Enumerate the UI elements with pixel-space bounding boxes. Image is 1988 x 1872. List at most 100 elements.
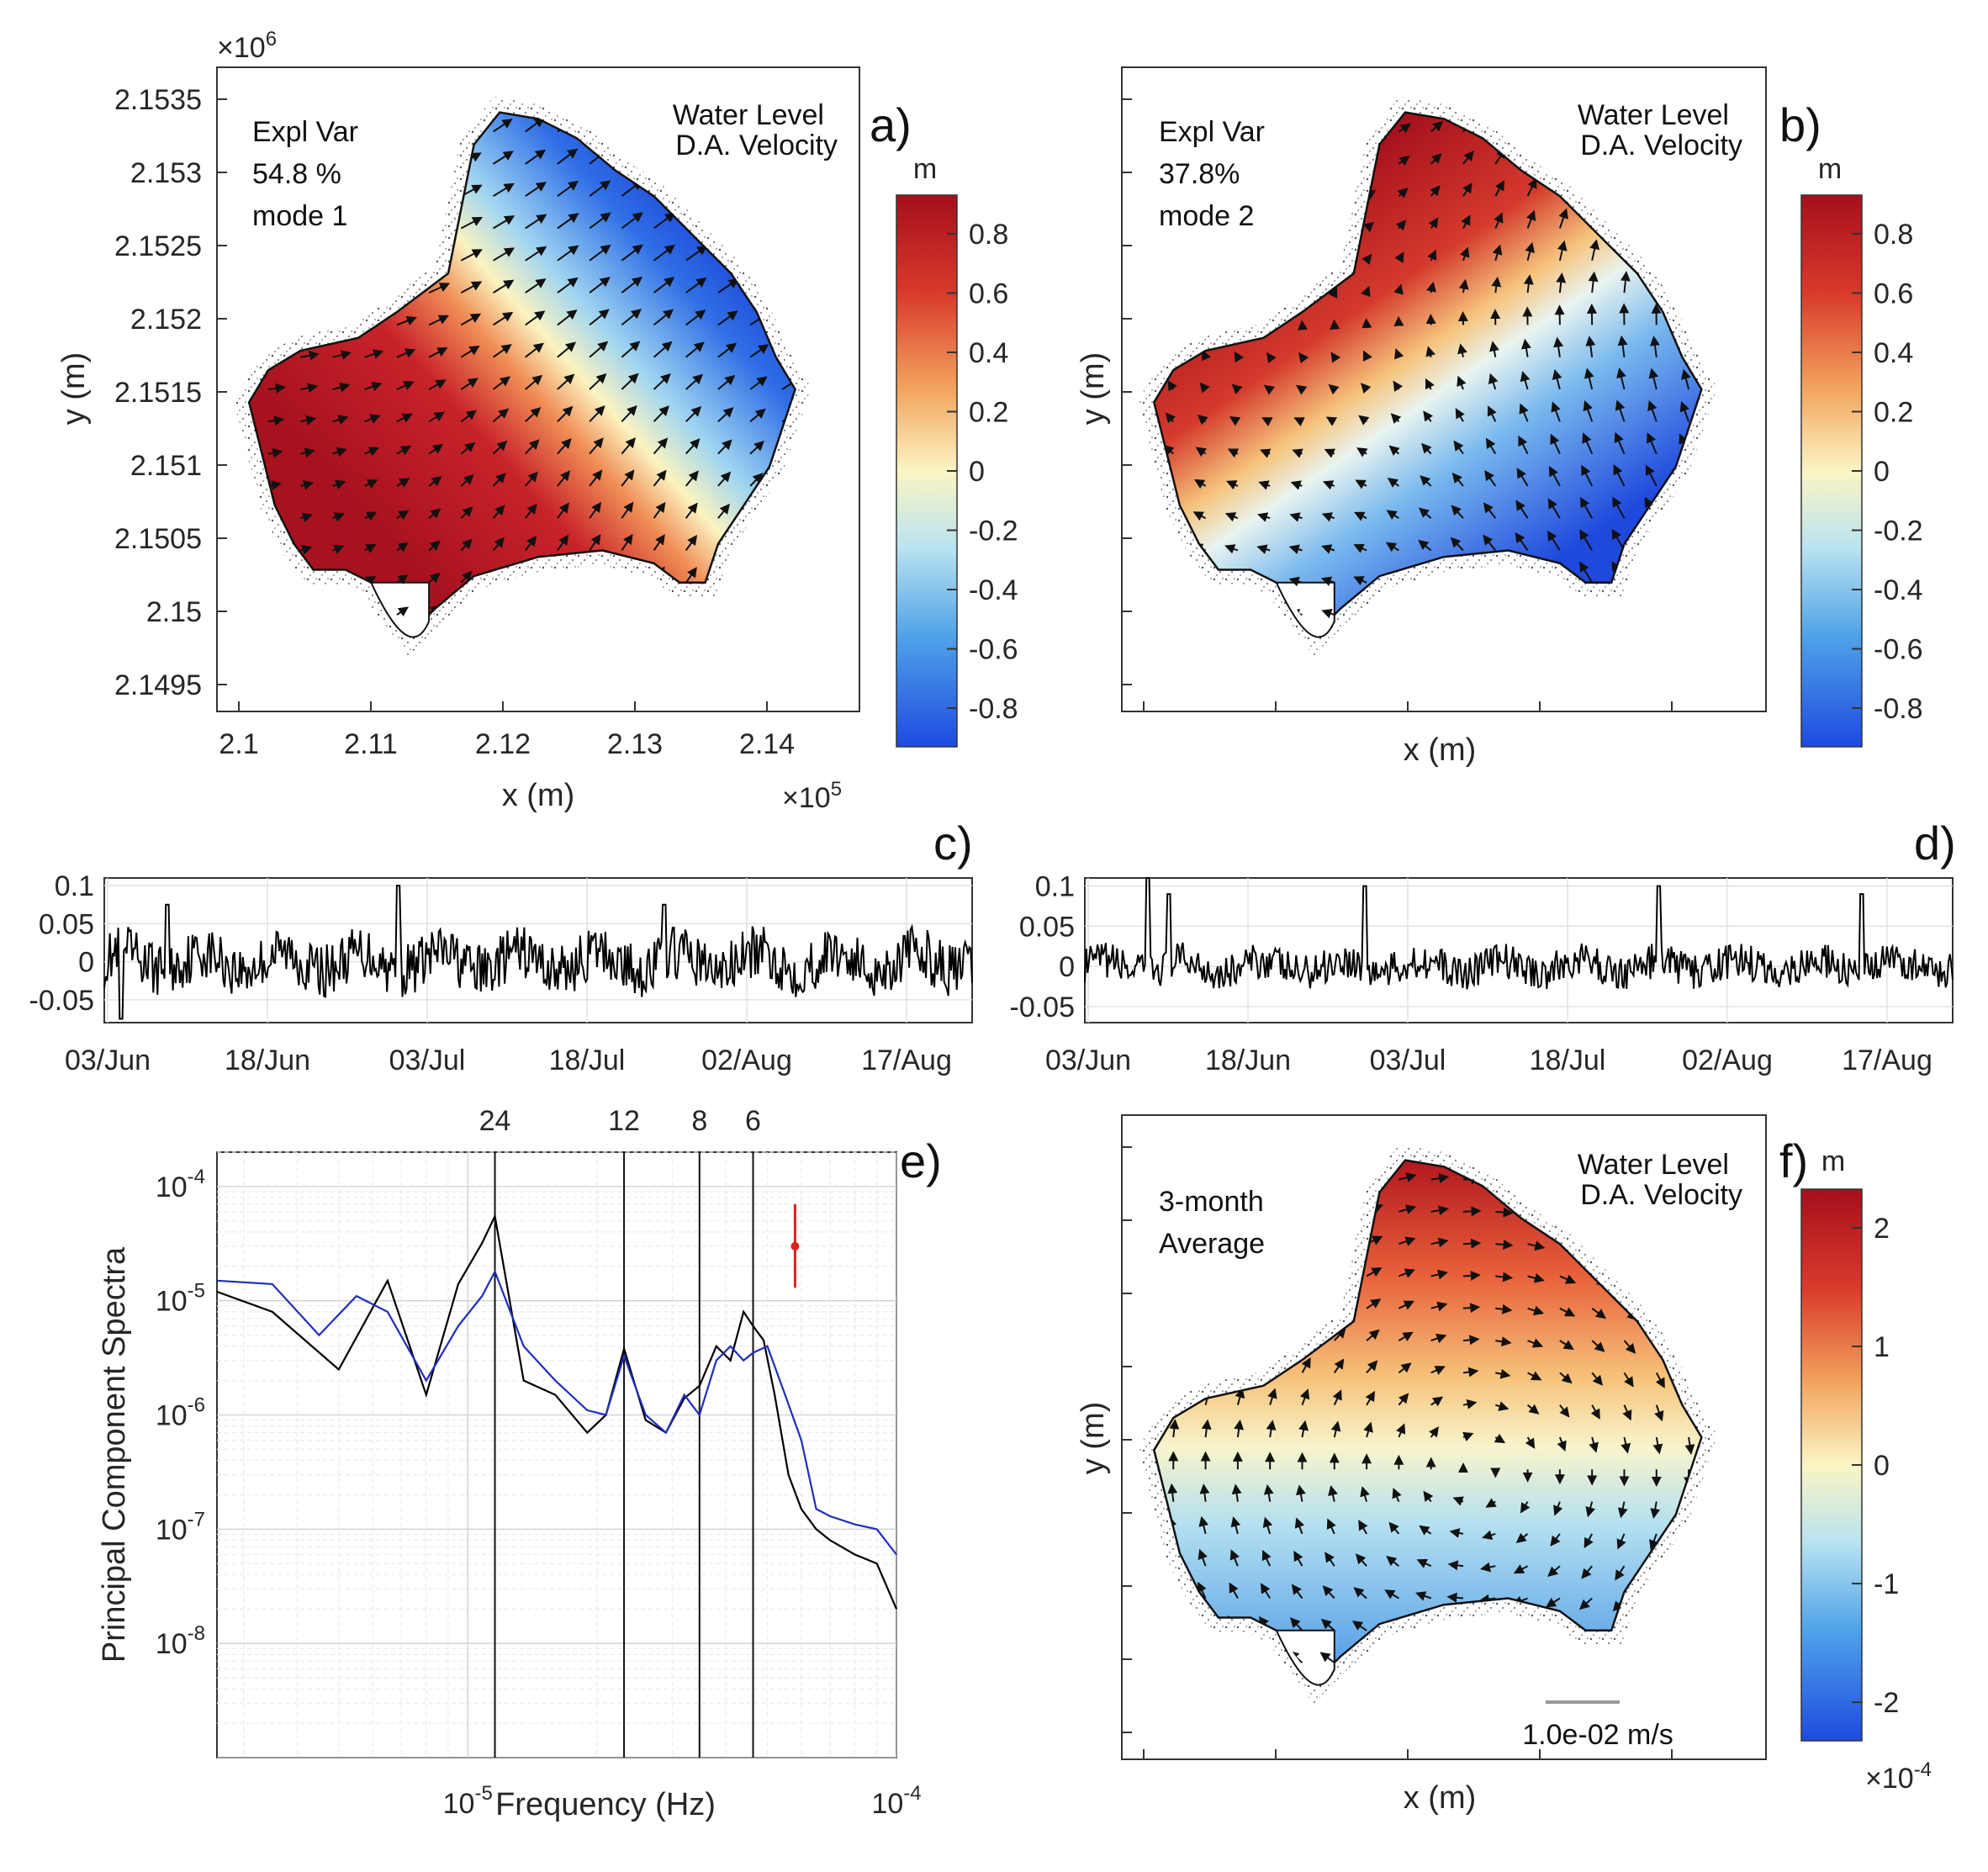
- panel-f-colorbar-tick-label: -1: [1874, 1568, 1899, 1600]
- panel-a-velocity-arrow: [364, 414, 381, 424]
- panel-a-velocity-arrow: [653, 405, 669, 422]
- panel-f-velocity-arrow: [1262, 1516, 1273, 1535]
- panel-b-velocity-arrow: [1617, 335, 1628, 357]
- panel-b-velocity-arrow: [1231, 383, 1243, 394]
- panel-f-velocity-arrow: [1199, 1483, 1210, 1502]
- panel-b-velocity-arrow: [1614, 431, 1626, 454]
- panel-b-velocity-arrow: [1385, 542, 1399, 553]
- panel-f-inset-2: Average: [1159, 1228, 1265, 1260]
- panel-f-velocity-arrow: [1557, 1436, 1567, 1452]
- panel-f-velocity-arrow: [1235, 1387, 1245, 1405]
- panel-a-velocity-arrow: [621, 341, 641, 358]
- panel-a-velocity-arrow: [364, 479, 378, 489]
- panel-f-velocity-arrow: [1430, 1301, 1448, 1312]
- panel-f-velocity-arrow: [1495, 1368, 1511, 1379]
- panel-f-velocity-arrow: [1423, 1490, 1434, 1503]
- panel-a-velocity-arrow: [428, 315, 450, 326]
- panel-f-velocity-arrow: [1559, 1340, 1574, 1351]
- panel-f-velocity-arrow: [1430, 1333, 1447, 1344]
- panel-a-velocity-arrow: [525, 246, 547, 262]
- panel-b-velocity-arrow: [1430, 120, 1444, 133]
- panel-c-tag: c): [933, 817, 973, 870]
- panel-a-velocity-arrow: [300, 415, 317, 426]
- panel-b-velocity-arrow: [1548, 466, 1561, 487]
- panel-f-velocity-arrow: [1547, 1565, 1561, 1578]
- panel-a-velocity-arrow: [396, 606, 410, 617]
- panel-f-velocity-arrow: [1527, 1273, 1545, 1283]
- panel-b-colorbar-ticks: 0.8 0.6 0.4 0.2 0 -0.2 -0.4 -0.6 -0.8: [1852, 219, 1923, 725]
- panel-b-velocity-arrow: [1227, 448, 1240, 458]
- panel-b-velocity-arrow: [1256, 544, 1271, 554]
- panel-a-velocity-arrow: [460, 281, 483, 293]
- panel-f-velocity-arrow: [1388, 1521, 1400, 1535]
- panel-a-colorbar-tick-label: 0.2: [969, 396, 1008, 428]
- panel-f-velocity-arrow: [1462, 1238, 1482, 1249]
- panel-f-legend-2: D.A. Velocity: [1580, 1179, 1742, 1211]
- panel-b-velocity-arrow: [1354, 511, 1367, 521]
- panel-d-xtick-label: 03/Jun: [1045, 1044, 1131, 1076]
- panel-a-velocity-arrow: [524, 471, 538, 487]
- panel-a-velocity-arrow: [685, 567, 697, 584]
- panel-a-velocity-arrow: [589, 469, 603, 487]
- panel-f-ylabel: y (m): [1076, 1402, 1111, 1475]
- panel-b-velocity-arrow: [1330, 352, 1341, 363]
- panel-e-ytick-label: 10-6: [156, 1394, 205, 1432]
- panel-b-velocity-arrow: [1616, 368, 1626, 390]
- panel-b-ticks: [1122, 98, 1673, 711]
- panel-b-velocity-arrow: [1457, 375, 1467, 390]
- panel-f-velocity-arrow: [1526, 1404, 1540, 1415]
- panel-b-velocity-arrow: [1462, 150, 1474, 165]
- panel-a-velocity-arrow: [557, 341, 577, 358]
- panel-a-velocity-arrow: [396, 478, 410, 488]
- panel-e-grid: [217, 1151, 897, 1758]
- panel-b-velocity-arrow: [1462, 182, 1472, 197]
- panel-b-velocity-arrow: [1645, 464, 1658, 487]
- panel-b-velocity-arrow: [1425, 378, 1435, 390]
- panel-e-xtick-label: 10-5: [443, 1782, 493, 1820]
- panel-a-velocity-arrow: [621, 244, 643, 262]
- panel-c-xtick-label: 03/Jun: [65, 1044, 151, 1076]
- panel-b-colorbar-tick-label: 0.4: [1874, 337, 1913, 369]
- panel-b-velocity-arrow: [1518, 435, 1529, 455]
- panel-d-ytick-label: 0.05: [1019, 911, 1075, 943]
- panel-a-velocity-arrow: [525, 439, 540, 455]
- panel-a-velocity-arrow: [557, 213, 579, 230]
- panel-b-velocity-arrow: [1397, 188, 1409, 198]
- panel-c-ytick-label: 0: [78, 947, 94, 979]
- panel-b-velocity-arrow: [1453, 440, 1464, 455]
- panel-b-velocity-arrow: [1289, 512, 1303, 522]
- panel-f-velocity-arrow: [1478, 1594, 1496, 1605]
- panel-f-velocity-arrow: [1482, 1530, 1496, 1541]
- panel-f-velocity-arrow: [1513, 1564, 1529, 1574]
- panel-f-velocity-arrow: [1289, 1617, 1303, 1631]
- panel-d-ytick-label: -0.05: [1010, 992, 1076, 1023]
- panel-e-error-bar-point: [790, 1241, 800, 1251]
- panel-b-velocity-arrow: [1557, 240, 1568, 262]
- panel-b-velocity-arrow: [1515, 531, 1529, 552]
- panel-a-velocity-arrow: [332, 415, 349, 425]
- panel-b-velocity-arrow: [1395, 219, 1407, 231]
- panel-f-velocity-arrow: [1353, 1587, 1367, 1600]
- panel-f-velocity-arrow: [1495, 1207, 1514, 1218]
- panel-b-colorbar-tick-label: 0.6: [1874, 278, 1913, 309]
- panel-b-velocity-arrow: [1615, 399, 1626, 422]
- panel-a-velocity-arrow: [525, 214, 547, 230]
- panel-a-velocity-arrow: [621, 469, 635, 487]
- panel-a-velocity-arrow: [557, 405, 574, 423]
- panel-a-velocity-arrow: [300, 512, 314, 523]
- panel-b-inset-1: Expl Var: [1159, 116, 1265, 148]
- panel-a-velocity-arrow: [332, 350, 352, 360]
- panel-b-velocity-arrow: [1361, 285, 1371, 298]
- panel-a-velocity-arrow: [589, 244, 611, 262]
- panel-f-velocity-arrow: [1430, 1237, 1449, 1248]
- panel-f-velocity-arrow: [1231, 1483, 1242, 1502]
- panel-a-velocity-arrow: [621, 373, 639, 390]
- panel-a-velocity-arrow: [589, 341, 609, 358]
- panel-a-colorbar-tick-label: -0.8: [969, 693, 1018, 725]
- panel-f-channel: [1275, 1629, 1335, 1686]
- panel-b-velocity-arrow: [1266, 352, 1277, 364]
- panel-f-velocity-arrow: [1655, 1372, 1665, 1388]
- panel-a-inset-2: 54.8 %: [252, 158, 341, 190]
- panel-b-velocity-arrow: [1620, 271, 1631, 293]
- panel-b-colorbar-tick-label: -0.6: [1874, 634, 1923, 666]
